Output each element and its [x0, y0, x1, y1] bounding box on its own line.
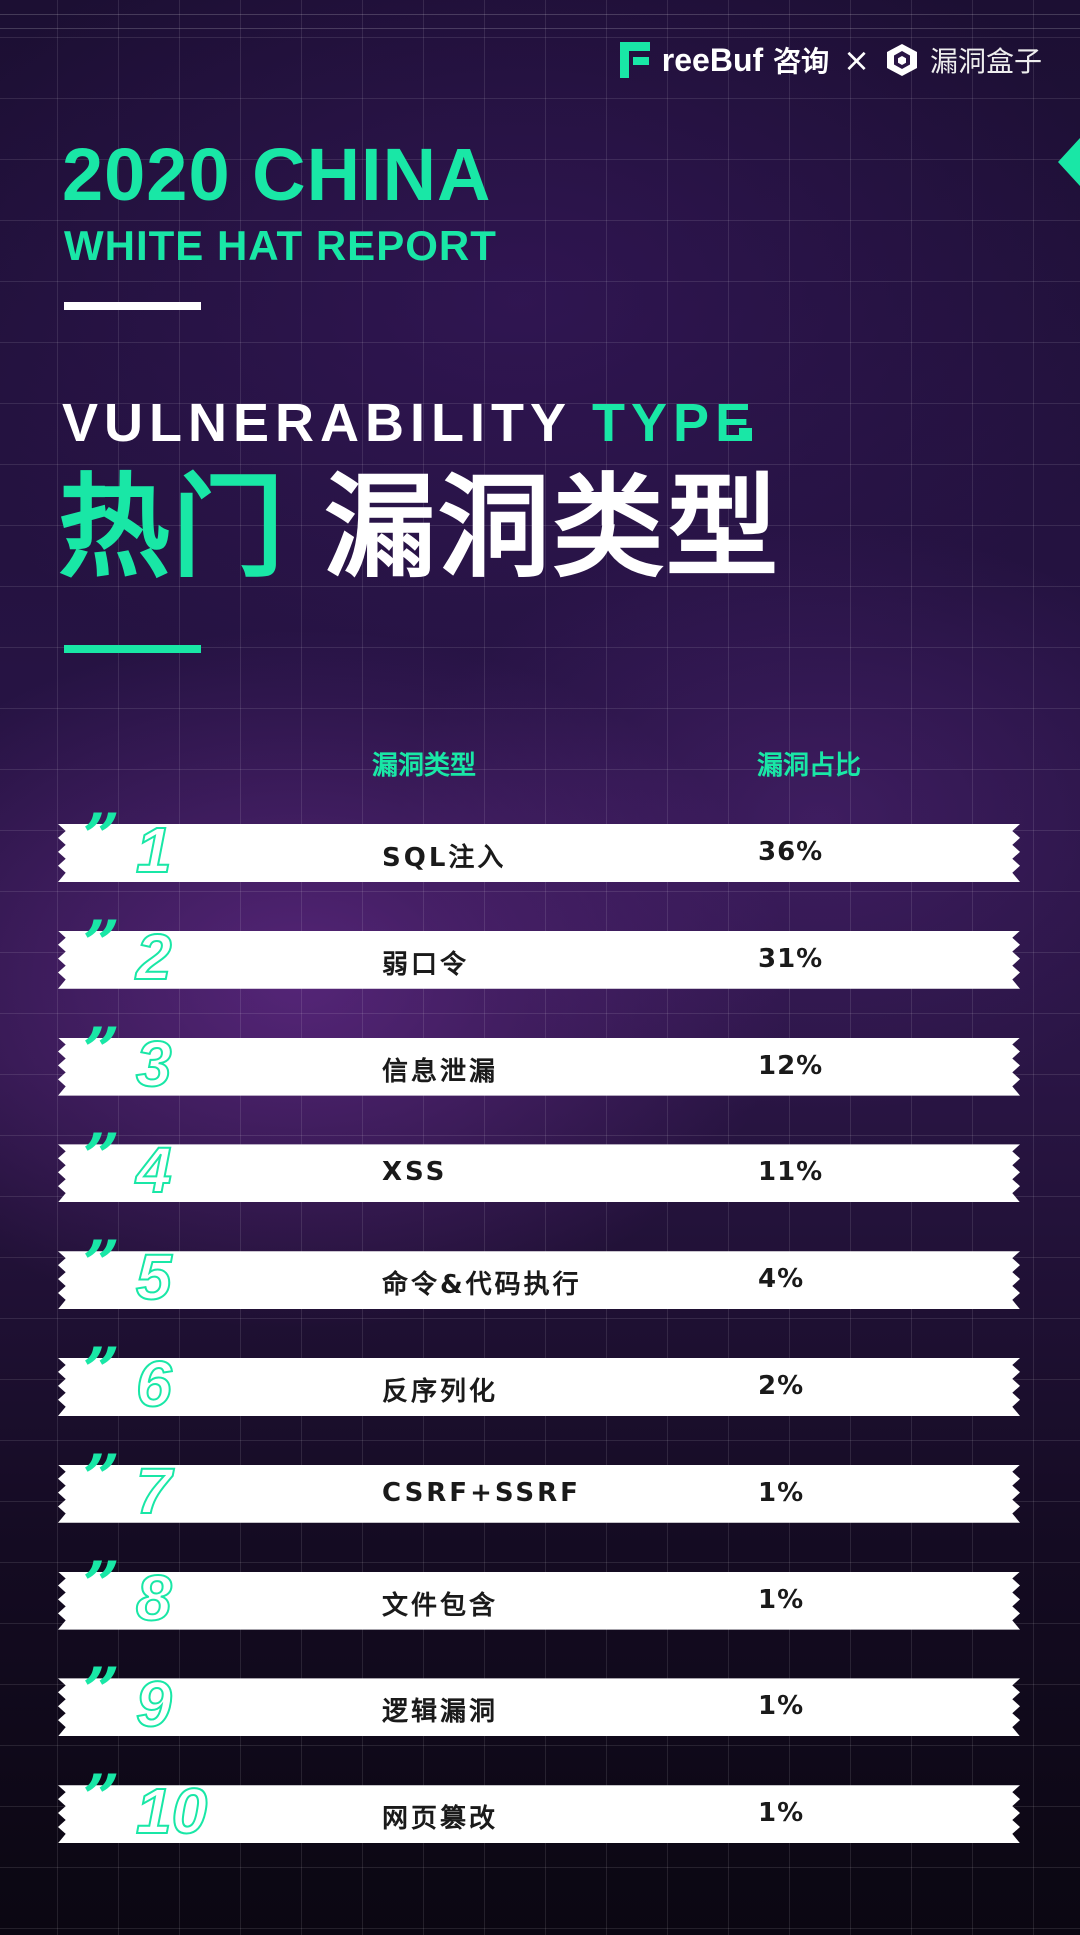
torn-paper-strip: [58, 1785, 1020, 1844]
side-arrow-icon: [1058, 138, 1080, 186]
vulnerability-ratio: 1%: [758, 1584, 805, 1615]
quote-mark-icon: ”: [83, 1013, 120, 1089]
vulbox-brand: 漏洞盒子: [929, 45, 1042, 78]
torn-paper-strip: [58, 1251, 1020, 1310]
torn-paper-strip: [58, 1571, 1020, 1630]
torn-paper-strip: [58, 1678, 1020, 1737]
torn-paper-strip: [58, 930, 1020, 989]
vulnerability-ratio: 1%: [758, 1798, 805, 1829]
list-item: ” 1 SQL注入 36%: [58, 806, 1020, 883]
list-item: ” 6 反序列化 2%: [58, 1340, 1020, 1417]
rank-number: 2: [135, 920, 173, 993]
quote-mark-icon: ”: [83, 1440, 120, 1516]
vulnerability-ratio: 1%: [758, 1691, 805, 1722]
torn-paper-strip: [58, 1358, 1020, 1416]
torn-paper-strip: [58, 1037, 1020, 1096]
freebuf-brand: reeBuf: [661, 41, 764, 78]
header-logos: reeBuf 咨询 × 漏洞盒子: [619, 40, 1042, 80]
list-item: ” 10 网页篡改 1%: [58, 1767, 1020, 1844]
section-heading-en-2: TYPE: [592, 393, 758, 453]
divider-bar: [64, 302, 201, 310]
section-heading-cn-hot: 热门: [58, 463, 286, 593]
vulnerability-type: 信息泄漏: [382, 1056, 499, 1087]
vulnerability-ratio: 11%: [758, 1157, 824, 1188]
section-heading-cn-main: 漏洞类型: [324, 463, 780, 593]
list-item: ” 9 逻辑漏洞 1%: [58, 1660, 1020, 1737]
torn-paper-strip: [58, 824, 1020, 882]
vulbox-cube-icon: [886, 44, 917, 76]
vulnerability-type: 反序列化: [382, 1377, 499, 1407]
list-item: ” 2 弱口令 31%: [58, 912, 1020, 990]
rank-number: 4: [135, 1134, 173, 1207]
vulnerability-ratio: 12%: [758, 1050, 824, 1081]
quote-mark-icon: ”: [83, 1547, 120, 1623]
list-item: ” 4 XSS 11%: [58, 1126, 1020, 1203]
vulnerability-type: 网页篡改: [382, 1804, 499, 1835]
rank-number: 10: [135, 1775, 208, 1848]
vulnerability-ratio: 2%: [758, 1371, 805, 1401]
list-item: ” 5 命令&代码执行 4%: [58, 1233, 1020, 1310]
heading-dot: [739, 428, 752, 441]
vulnerability-ratio: 36%: [758, 837, 824, 867]
vulnerability-type: 命令&代码执行: [382, 1270, 582, 1301]
vulnerability-type: SQL注入: [382, 843, 507, 873]
list-item: ” 8 文件包含 1%: [58, 1553, 1020, 1631]
section-heading-cn: 热门 漏洞类型: [58, 472, 780, 584]
vulnerability-type: CSRF+SSRF: [382, 1477, 581, 1508]
top-rule: [0, 14, 1080, 15]
column-header-type: 漏洞类型: [372, 751, 477, 781]
quote-mark-icon: ”: [83, 906, 120, 982]
torn-paper-strip: [58, 1144, 1020, 1203]
section-heading-en: VULNERABILITY TYPE: [62, 396, 757, 450]
divider-bar-accent: [64, 645, 201, 653]
list-item: ” 7 CSRF+SSRF 1%: [58, 1446, 1020, 1524]
vulnerability-ratio: 31%: [758, 943, 824, 974]
quote-mark-icon: ”: [83, 1334, 120, 1409]
rank-number: 9: [135, 1668, 173, 1741]
collab-separator: ×: [843, 41, 870, 79]
vulnerability-type: XSS: [382, 1157, 448, 1188]
list-item: ” 3 信息泄漏 12%: [58, 1019, 1020, 1097]
report-subtitle: WHITE HAT REPORT: [64, 222, 497, 269]
vulnerability-type: 逻辑漏洞: [382, 1697, 499, 1728]
rank-number: 8: [135, 1561, 173, 1634]
vulnerability-ratio: 4%: [758, 1264, 805, 1295]
rank-number: 5: [135, 1241, 173, 1314]
quote-mark-icon: ”: [83, 1227, 120, 1303]
quote-mark-icon: ”: [83, 1761, 120, 1837]
quote-mark-icon: ”: [83, 1654, 120, 1730]
vulnerability-ratio: 1%: [758, 1477, 805, 1508]
report-year-title: 2020 CHINA: [62, 133, 492, 216]
freebuf-brand-cn: 咨询: [773, 45, 830, 78]
vulnerability-type: 弱口令: [382, 949, 470, 980]
rank-number: 3: [135, 1027, 173, 1100]
freebuf-logo-icon: [619, 42, 652, 78]
rank-number: 7: [135, 1454, 173, 1527]
quote-mark-icon: ”: [83, 1120, 120, 1196]
rank-number: 1: [135, 814, 173, 886]
vulnerability-type: 文件包含: [382, 1590, 499, 1621]
top-rule: [0, 28, 1080, 29]
section-heading-en-1: VULNERABILITY: [62, 393, 572, 453]
quote-mark-icon: ”: [83, 800, 120, 875]
column-header-ratio: 漏洞占比: [757, 751, 862, 781]
torn-paper-strip: [58, 1464, 1020, 1523]
rank-number: 6: [135, 1348, 173, 1420]
